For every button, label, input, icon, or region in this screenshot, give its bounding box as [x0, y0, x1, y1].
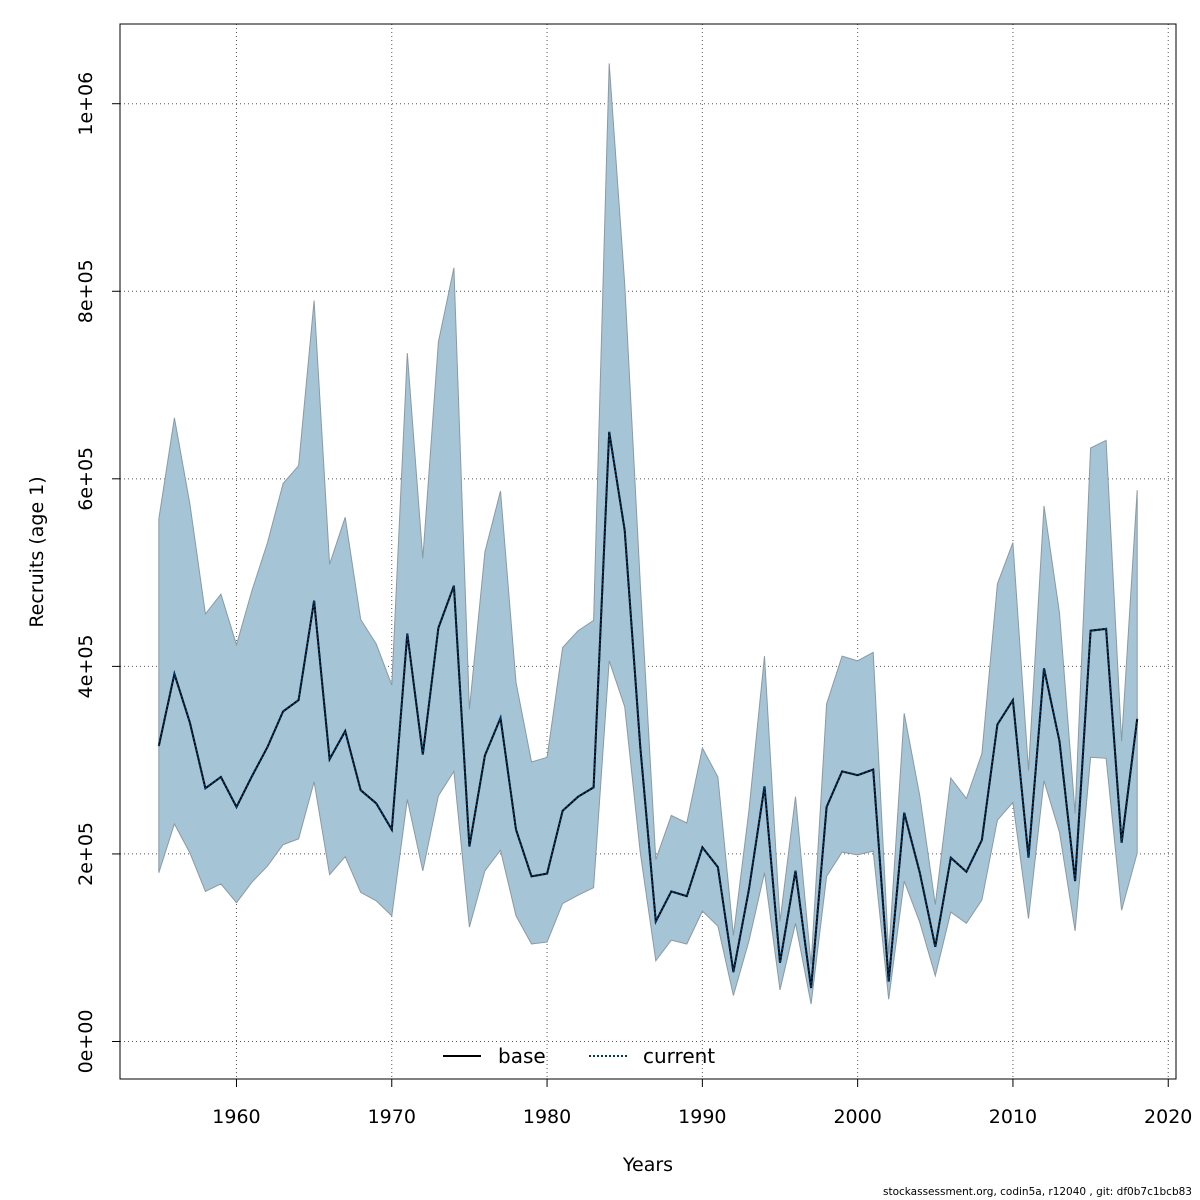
y-tick-label: 6e+05: [75, 447, 97, 511]
y-tick-label: 1e+06: [75, 72, 97, 136]
y-tick-label: 4e+05: [75, 634, 97, 698]
y-tick-label: 0e+00: [75, 1010, 97, 1074]
x-tick-label: 2000: [833, 1106, 881, 1128]
legend: base current: [443, 1044, 715, 1068]
series-line-current: [157, 431, 1139, 989]
x-tick-label: 2020: [1144, 1106, 1192, 1128]
x-tick-label: 1970: [368, 1106, 416, 1128]
footer-credit: stockassessment.org, codin5a, r12040 , g…: [883, 1186, 1192, 1198]
y-axis-title: Recruits (age 1): [26, 476, 48, 627]
x-tick-label: 1980: [523, 1106, 571, 1128]
x-tick-label: 1960: [212, 1106, 260, 1128]
legend-label-current: current: [643, 1044, 715, 1068]
x-axis: 1960 1970 1980 1990 2000 2010 2020: [212, 1078, 1192, 1128]
y-axis: 0e+00 2e+05 4e+05 6e+05 8e+05 1e+06: [75, 72, 121, 1074]
legend-label-base: base: [498, 1044, 546, 1068]
x-axis-title: Years: [622, 1154, 673, 1176]
confidence-band: [158, 63, 1138, 1005]
x-tick-label: 1990: [678, 1106, 726, 1128]
y-tick-label: 8e+05: [75, 259, 97, 323]
y-tick-label: 2e+05: [75, 822, 97, 886]
x-tick-label: 2010: [989, 1106, 1037, 1128]
